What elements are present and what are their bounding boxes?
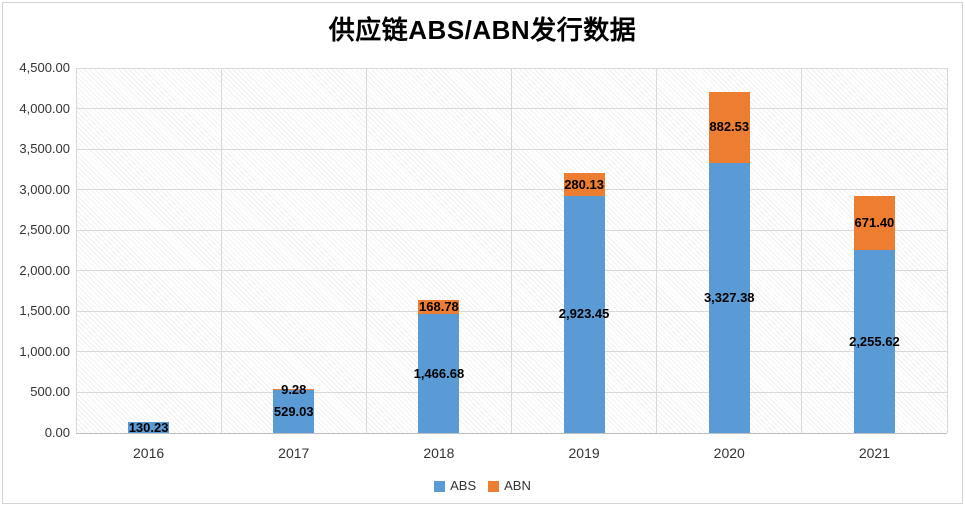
x-axis-label-2018: 2018 [423, 445, 455, 461]
gridline-vertical [511, 68, 512, 433]
bar-segment-abs-2016[interactable] [128, 422, 170, 433]
legend-item-abs[interactable]: ABS [434, 479, 476, 493]
bar-segment-abn-2021[interactable] [853, 195, 895, 251]
chart-title: 供应链ABS/ABN发行数据 [328, 15, 637, 45]
gridline-vertical [220, 68, 222, 433]
gridline-vertical [75, 68, 77, 433]
y-axis-tick-label: 3,000.00 [19, 181, 70, 197]
legend-swatch-abn [488, 480, 500, 492]
y-axis-tick-label: 2,500.00 [19, 222, 70, 238]
bar-label-abn-2021: 671.40 [854, 214, 895, 230]
gridline-vertical [946, 68, 948, 433]
bar-segment-abs-2020[interactable] [708, 163, 750, 433]
x-axis-label-2017: 2017 [278, 445, 310, 461]
bar-label-abs-2020: 3,327.38 [703, 290, 755, 306]
bar-label-abn-2018: 168.78 [419, 299, 459, 315]
x-axis-label-2021: 2021 [858, 445, 890, 461]
x-axis-label-2020: 2020 [713, 445, 745, 461]
y-axis-tick-label: 1,500.00 [19, 303, 70, 319]
bar-label-abs-2016: 130.23 [128, 419, 169, 435]
y-axis-tick-label: 3,500.00 [19, 141, 70, 157]
x-axis-label-2019: 2019 [568, 445, 600, 461]
bar-segment-abs-2021[interactable] [853, 250, 895, 433]
legend-label-abs: ABS [450, 478, 477, 493]
bar-label-abs-2021: 2,255.62 [849, 333, 900, 349]
bar-label-abs-2017: 529.03 [273, 403, 314, 419]
bar-label-abs-2018: 1,466.68 [413, 365, 465, 381]
y-axis-tick-label: 0.00 [44, 425, 70, 440]
y-axis-tick-label: 4,000.00 [19, 100, 70, 116]
gridline-vertical [801, 68, 803, 433]
legend-swatch-abs [434, 480, 446, 492]
legend-item-abn[interactable]: ABN [488, 479, 531, 493]
bar-segment-abn-2017[interactable] [273, 389, 315, 391]
y-axis-tick-label: 4,500.00 [19, 60, 70, 75]
x-axis-line [76, 433, 947, 434]
legend-label-abn: ABN [504, 478, 531, 493]
bar-segment-abs-2018[interactable] [418, 314, 460, 433]
bar-label-abn-2017: 9.28 [281, 381, 307, 397]
bar-segment-abs-2017[interactable] [273, 390, 315, 433]
y-axis-tick-label: 500.00 [30, 384, 70, 400]
bar-segment-abn-2019[interactable] [563, 173, 605, 196]
gridline-vertical [365, 68, 367, 433]
y-axis-tick-label: 2,000.00 [19, 262, 70, 278]
legend: ABS ABN [0, 477, 965, 495]
bar-label-abs-2019: 2,923.45 [558, 306, 610, 322]
x-axis-label-2016: 2016 [133, 445, 165, 461]
bar-segment-abn-2018[interactable] [418, 300, 460, 315]
gridline-vertical [656, 68, 658, 433]
bar-segment-abn-2020[interactable] [708, 91, 750, 164]
bar-label-abn-2019: 280.13 [564, 176, 604, 192]
bar-label-abn-2020: 882.53 [709, 119, 750, 135]
y-axis-tick-label: 1,000.00 [19, 343, 70, 359]
bar-segment-abs-2019[interactable] [563, 195, 605, 433]
